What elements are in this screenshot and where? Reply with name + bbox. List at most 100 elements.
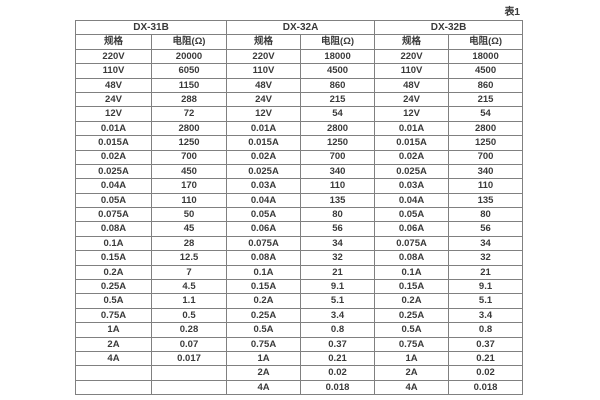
- table-cell: 9.1: [300, 279, 376, 295]
- table-cell: 2A: [374, 365, 450, 381]
- table-cell: 288: [150, 91, 228, 108]
- table-cell: 48V: [75, 77, 152, 93]
- table-row: 48V 1150 48V 860 48V 860: [75, 77, 524, 93]
- table-cell: 12V: [75, 106, 152, 122]
- table-cell: 1150: [150, 77, 228, 93]
- table-cell: 0.02A: [226, 149, 302, 165]
- table-cell: 5.1: [300, 293, 376, 309]
- table-cell: 0.2A: [374, 293, 450, 309]
- table-cell: 34: [300, 235, 376, 252]
- table-cell: 0.5A: [75, 293, 152, 309]
- table-cell: 215: [448, 91, 524, 108]
- table-cell: 0.07: [150, 336, 228, 352]
- table-cell: 110V: [226, 63, 302, 79]
- table-cell: 450: [150, 163, 228, 180]
- col-header-resistance-dx31b: 电阻(Ω): [150, 34, 228, 50]
- table-cell: 0.75A: [75, 307, 152, 324]
- table-cell: 3.4: [448, 307, 524, 324]
- table-cell: 0.01A: [374, 120, 450, 137]
- table-cell: 0.8: [448, 322, 524, 338]
- table-cell: 0.025A: [75, 163, 152, 180]
- table-cell: 0.05A: [226, 207, 302, 223]
- table-cell: 0.015A: [75, 135, 152, 151]
- table-cell: 0.5: [150, 307, 228, 324]
- table-cell: 1A: [374, 350, 450, 367]
- table-cell: 9.1: [448, 279, 524, 295]
- table-cell: 0.04A: [226, 192, 302, 209]
- table-row: 0.05A 110 0.04A 135 0.04A 135: [75, 192, 524, 209]
- table-cell: 0.08A: [75, 221, 152, 237]
- table-cell: 0.75A: [226, 336, 302, 352]
- table-cell: 2800: [150, 120, 228, 137]
- table-cell: 0.15A: [226, 279, 302, 295]
- table-row: 0.08A 45 0.06A 56 0.06A 56: [75, 221, 524, 237]
- table-cell: 28: [150, 235, 228, 252]
- table-cell: 0.017: [150, 350, 228, 367]
- table-body: 220V 20000 220V 18000 220V 18000 110V 6050 110V 4…: [75, 48, 524, 396]
- table-cell: 24V: [226, 91, 302, 108]
- table-row: 4A 0.018 4A 0.018: [75, 379, 524, 396]
- table-cell: 0.5A: [374, 322, 450, 338]
- table-cell: 135: [300, 192, 376, 209]
- table-row: 0.01A 2800 0.01A 2800 0.01A 2800: [75, 120, 524, 137]
- table-cell: 0.25A: [75, 279, 152, 295]
- table-cell: 18000: [300, 48, 376, 65]
- table-cell: 0.5A: [226, 322, 302, 338]
- table-row: 0.15A 12.5 0.08A 32 0.08A 32: [75, 250, 524, 266]
- table-cell: 18000: [448, 48, 524, 65]
- table-cell: 0.02A: [374, 149, 450, 165]
- col-header-spec-dx32b: 规格: [374, 34, 450, 50]
- table-cell: 220V: [226, 48, 302, 65]
- table-cell: 340: [448, 163, 524, 180]
- table-cell: 170: [150, 178, 228, 194]
- table-cell: 0.1A: [374, 264, 450, 281]
- table-cell: 3.4: [300, 307, 376, 324]
- table-cell: [150, 365, 228, 381]
- table-cell: 700: [448, 149, 524, 165]
- col-header-spec-dx31b: 规格: [75, 34, 152, 50]
- table-row: 4A 0.017 1A 0.21 1A 0.21: [75, 350, 524, 367]
- table-cell: 2A: [75, 336, 152, 352]
- table-row: 220V 20000 220V 18000 220V 18000: [75, 48, 524, 65]
- table-cell: 0.015A: [374, 135, 450, 151]
- table-cell: 220V: [374, 48, 450, 65]
- table-cell: 80: [300, 207, 376, 223]
- table-row: 12V 72 12V 54 12V 54: [75, 106, 524, 122]
- table-cell: 0.01A: [226, 120, 302, 137]
- table-cell: 32: [300, 250, 376, 266]
- table-row: 0.2A 7 0.1A 21 0.1A 21: [75, 264, 524, 281]
- col-header-spec-dx32a: 规格: [226, 34, 302, 50]
- table-cell: 4.5: [150, 279, 228, 295]
- table-cell: 21: [448, 264, 524, 281]
- table-row: 0.5A 1.1 0.2A 5.1 0.2A 5.1: [75, 293, 524, 309]
- table-cell: 0.2A: [75, 264, 152, 281]
- table-cell: 0.25A: [226, 307, 302, 324]
- table-row: 24V 288 24V 215 24V 215: [75, 91, 524, 108]
- table-cell: 700: [150, 149, 228, 165]
- table-cell: 0.04A: [374, 192, 450, 209]
- table-cell: 21: [300, 264, 376, 281]
- group-header-row: DX-31B DX-32A DX-32B: [74, 19, 524, 36]
- table-row: 0.02A 700 0.02A 700 0.02A 700: [75, 149, 524, 165]
- table-cell: 0.03A: [226, 178, 302, 194]
- table-row: 1A 0.28 0.5A 0.8 0.5A 0.8: [75, 322, 524, 338]
- table-cell: 220V: [75, 48, 152, 65]
- table-cell: 12V: [226, 106, 302, 122]
- table-cell: 56: [448, 221, 524, 237]
- table-cell: 4A: [75, 350, 152, 367]
- table-cell: 0.075A: [374, 235, 450, 252]
- table-cell: 45: [150, 221, 228, 237]
- table-caption: 表1: [504, 7, 520, 18]
- table-row: 0.75A 0.5 0.25A 3.4 0.25A 3.4: [75, 307, 524, 324]
- table-cell: 135: [448, 192, 524, 209]
- table-row: 0.015A 1250 0.015A 1250 0.015A 1250: [75, 135, 524, 151]
- table-cell: 0.1A: [226, 264, 302, 281]
- table-cell: 0.06A: [374, 221, 450, 237]
- table-cell: 1250: [448, 135, 524, 151]
- table-cell: 48V: [226, 77, 302, 93]
- table-cell: 56: [300, 221, 376, 237]
- table-cell: [75, 379, 152, 396]
- table-cell: 0.018: [448, 379, 524, 396]
- table-cell: 110V: [374, 63, 450, 79]
